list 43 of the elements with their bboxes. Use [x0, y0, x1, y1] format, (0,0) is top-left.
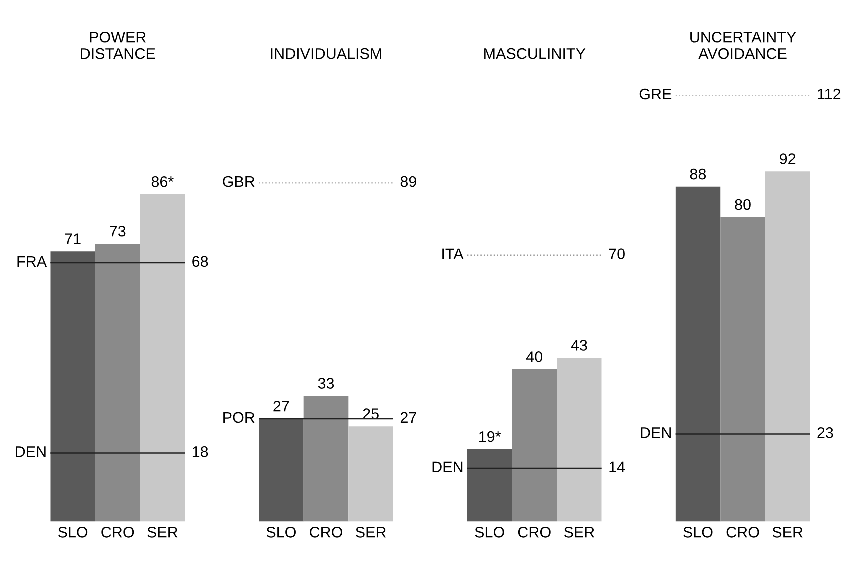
x-tick-label: SER: [148, 526, 178, 538]
data-label: 92: [780, 154, 796, 164]
text: 14: [610, 462, 626, 472]
data-label: 73: [110, 226, 126, 237]
x-tick-label: SLO: [58, 526, 88, 538]
text: 68: [192, 256, 208, 268]
data-label: 80: [735, 199, 751, 210]
text: 70: [609, 248, 625, 260]
x-tick-label: SLO: [266, 526, 296, 538]
data-label: 88: [690, 168, 706, 180]
x-tick-label: CRO: [518, 526, 551, 538]
chart-title: POWER DISTANCE: [81, 32, 156, 60]
ref-line-label: FRA: [18, 256, 48, 267]
data-label: 40: [526, 352, 543, 362]
chart-title: INDIVIDUALISM: [271, 48, 382, 60]
text: 89: [400, 176, 416, 188]
ref-line-label: POR: [224, 412, 255, 424]
x-tick-label: SER: [772, 526, 803, 538]
x-tick-label: CRO: [102, 526, 134, 538]
data-label: 71: [65, 234, 81, 244]
ref-line-label: DEN: [641, 428, 671, 438]
chart-title: MASCULINITY: [484, 48, 586, 60]
x-tick-label: CRO: [726, 526, 760, 538]
x-tick-label: SER: [564, 526, 594, 538]
text: 112: [818, 88, 841, 100]
ref-line-label: GRE: [640, 88, 672, 100]
chart-title: UNCERTAINTY AVOIDANCE: [690, 32, 796, 60]
data-label: 19*: [480, 431, 502, 442]
text: 18: [192, 446, 208, 458]
data-label: 86*: [152, 176, 174, 188]
data-label: 33: [318, 378, 334, 389]
ref-line-label: DEN: [16, 446, 46, 458]
data-label: 27: [274, 400, 290, 412]
text: 27: [400, 412, 416, 423]
text: 23: [818, 428, 834, 438]
x-tick-label: SLO: [684, 526, 713, 538]
ref-line-label: GBR: [223, 176, 255, 188]
x-tick-label: CRO: [310, 526, 342, 538]
ref-line-label: DEN: [432, 462, 463, 472]
ref-line-label: ITA: [442, 248, 464, 260]
x-tick-label: SER: [356, 526, 386, 538]
x-tick-label: SLO: [475, 526, 504, 538]
data-label: 43: [571, 340, 588, 351]
